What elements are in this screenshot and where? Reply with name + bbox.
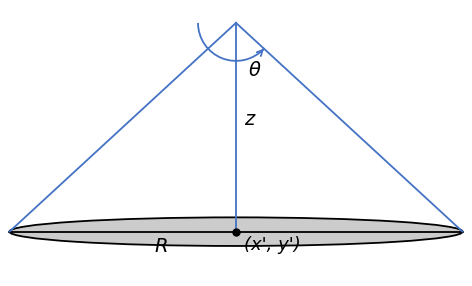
Text: (x', y'): (x', y')	[244, 236, 301, 254]
Text: z: z	[244, 110, 254, 129]
Ellipse shape	[9, 217, 463, 246]
Text: R: R	[154, 237, 168, 256]
Text: θ: θ	[249, 61, 261, 80]
